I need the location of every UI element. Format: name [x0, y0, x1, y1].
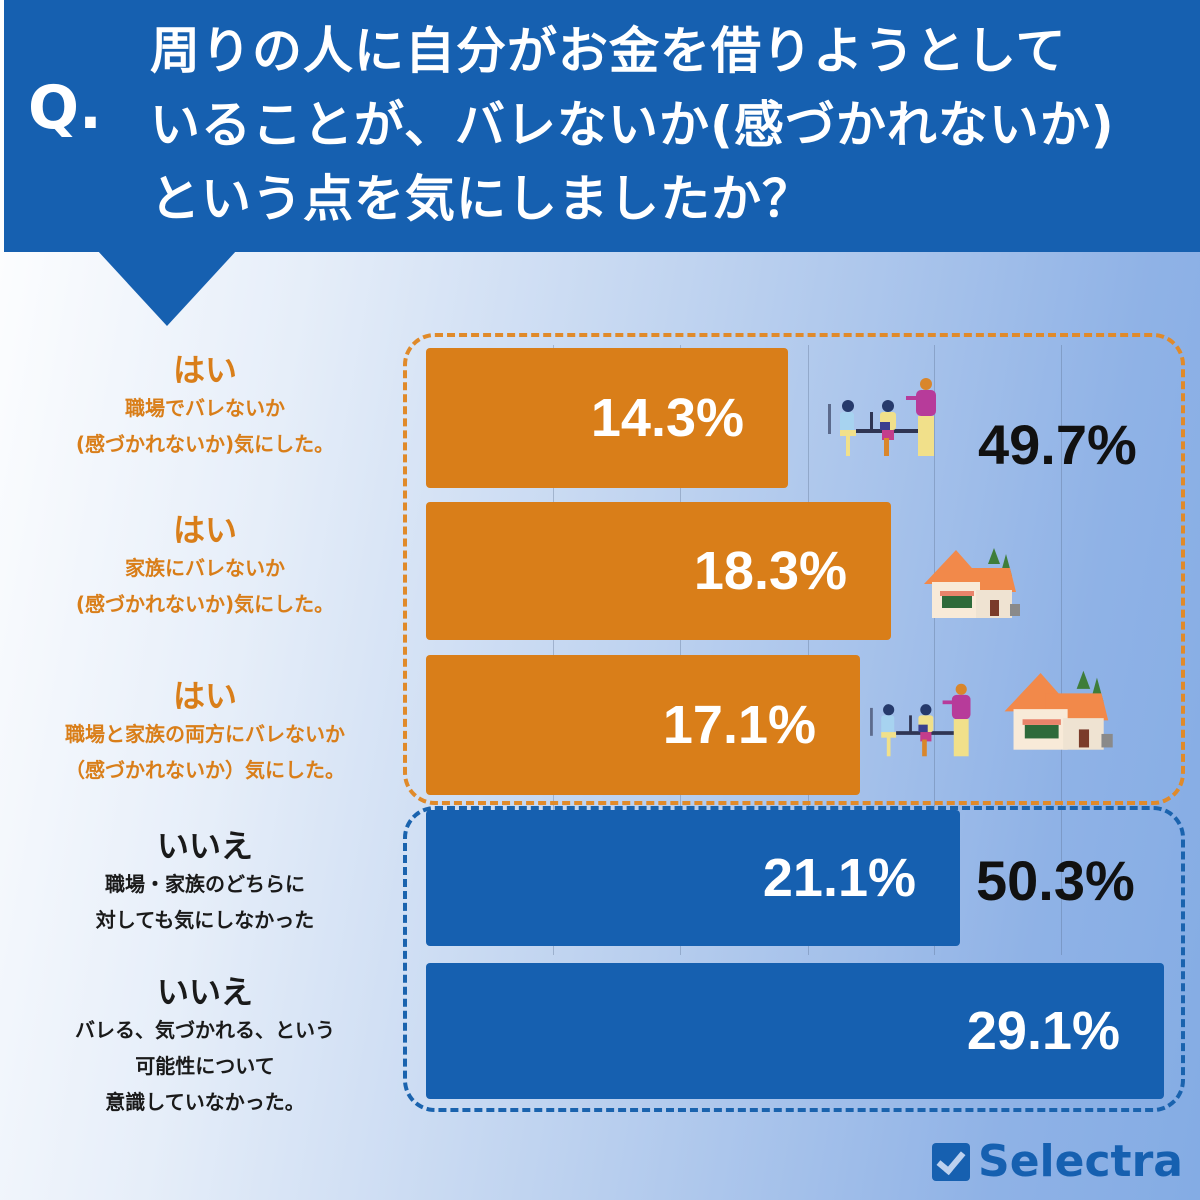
label-line: (感づかれないか)気にした。: [75, 432, 335, 456]
answer-yes: はい: [172, 677, 237, 715]
label-line: 職場でバレないか: [125, 396, 285, 420]
gridline-25: [1061, 345, 1062, 955]
label-line: バレる、気づかれる、という: [75, 1018, 335, 1042]
question-line-3: という点を気にしましたか？: [150, 170, 813, 228]
label-line: 対しても気にしなかった: [95, 908, 315, 932]
label-line: (感づかれないか)気にした。: [75, 592, 335, 616]
answer-yes: はい: [172, 511, 237, 549]
answer-no: いいえ: [156, 973, 253, 1011]
yes-total: 49.7%: [978, 413, 1137, 476]
house-icon: [924, 548, 1020, 618]
label-line: 意識していなかった。: [105, 1090, 305, 1114]
row-label-2: はい 家族にバレないか (感づかれないか)気にした。: [0, 510, 410, 622]
no-group-outline: [403, 806, 1185, 1112]
gridline-20: [934, 345, 935, 955]
q-mark: Q.: [28, 78, 102, 138]
question-text: 周りの人に自分がお金を借りようとして いることが、バレないか(感づかれないか) …: [150, 14, 1200, 236]
answer-yes: はい: [172, 351, 237, 389]
logo-text: Selectra: [978, 1136, 1183, 1187]
q-letter: Q: [28, 73, 80, 143]
row-label-1: はい 職場でバレないか (感づかれないか)気にした。: [0, 350, 410, 462]
row-label-3: はい 職場と家族の両方にバレないか （感づかれないか）気にした。: [0, 676, 410, 788]
question-line-1: 周りの人に自分がお金を借りようとして: [150, 22, 1067, 80]
row-label-5: いいえ バレる、気づかれる、という 可能性について 意識していなかった。: [0, 972, 410, 1120]
gridline-10: [680, 345, 681, 955]
label-line: 職場・家族のどちらに: [105, 872, 305, 896]
speech-bubble-tail: [97, 250, 237, 326]
label-line: 可能性について: [135, 1054, 275, 1078]
bar-yes-both: 17.1%: [426, 655, 860, 795]
question-line-2: いることが、バレないか(感づかれないか): [150, 96, 1115, 154]
no-total: 50.3%: [976, 849, 1135, 912]
office-people-icon: [870, 683, 971, 757]
gridline-15: [808, 345, 809, 955]
answer-no: いいえ: [156, 827, 253, 865]
yes-group-outline: [403, 333, 1185, 805]
bar-yes-family: 18.3%: [426, 502, 891, 640]
checkbox-icon: [932, 1142, 970, 1181]
bar-value: 17.1%: [662, 695, 816, 755]
bar-no-not-concerned: 21.1%: [426, 810, 960, 946]
gridline-5: [553, 345, 554, 955]
q-dot: .: [79, 73, 102, 143]
bar-no-not-aware: 29.1%: [426, 963, 1164, 1099]
label-line: 家族にバレないか: [125, 556, 285, 580]
selectra-logo: Selectra: [932, 1136, 1183, 1187]
row-label-4: いいえ 職場・家族のどちらに 対しても気にしなかった: [0, 826, 410, 938]
house-icon: [1004, 670, 1113, 750]
bar-value: 14.3%: [590, 388, 744, 448]
bar-value: 18.3%: [693, 541, 847, 601]
question-header: Q. 周りの人に自分がお金を借りようとして いることが、バレないか(感づかれない…: [4, 0, 1200, 252]
bar-value: 21.1%: [762, 848, 916, 908]
bar-value: 29.1%: [966, 1001, 1120, 1061]
office-people-icon: [828, 378, 936, 456]
label-line: 職場と家族の両方にバレないか: [65, 722, 345, 746]
label-line: （感づかれないか）気にした。: [65, 758, 345, 782]
bar-yes-workplace: 14.3%: [426, 348, 788, 488]
